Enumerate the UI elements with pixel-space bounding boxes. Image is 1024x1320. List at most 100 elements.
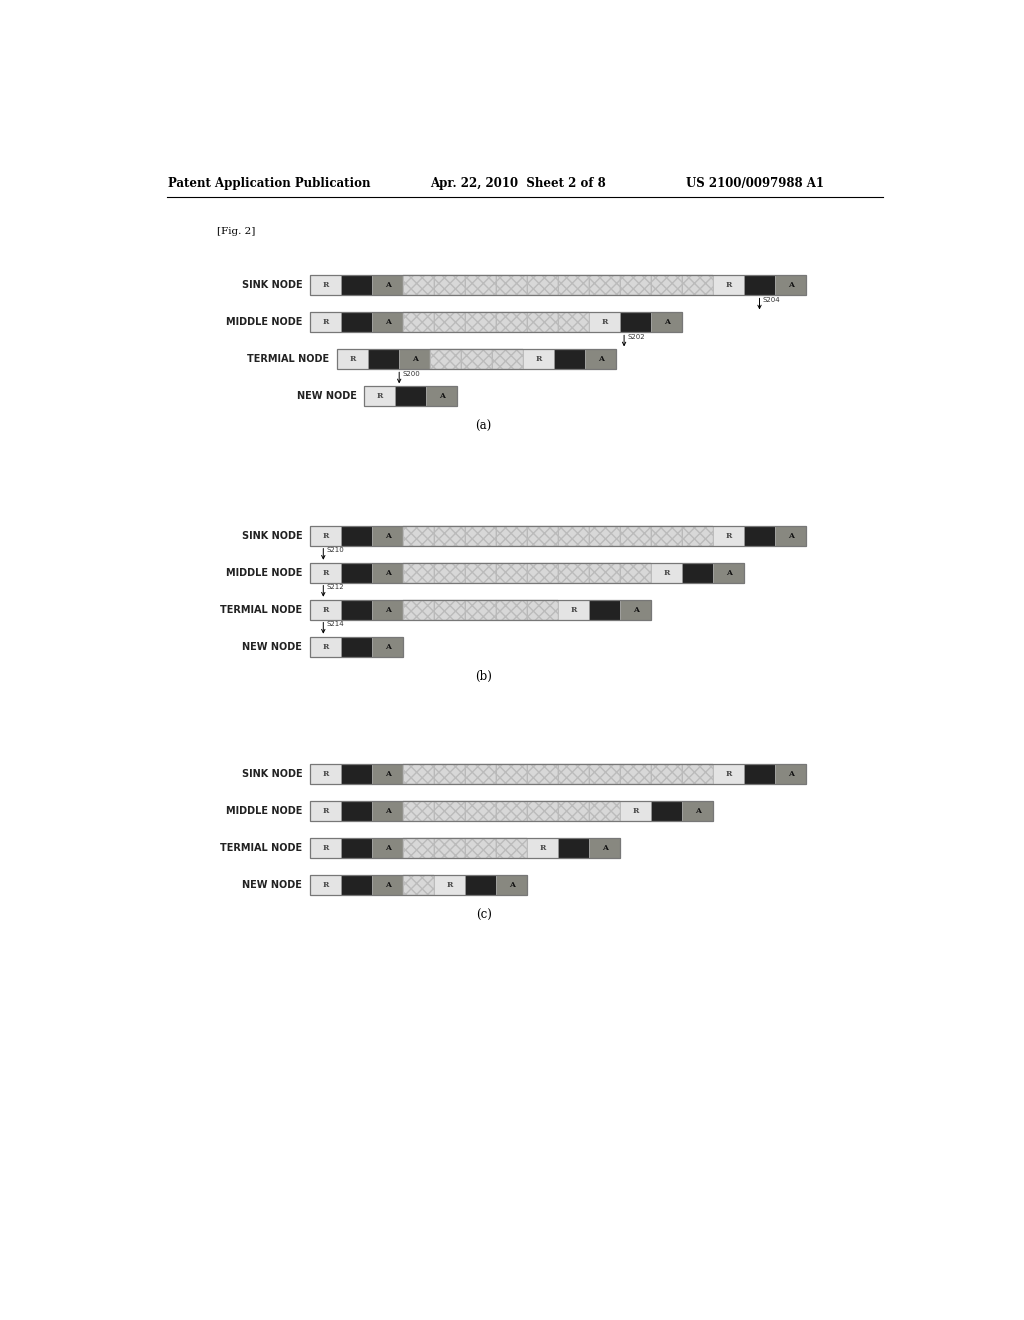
- Bar: [434, 875, 465, 895]
- Bar: [744, 764, 775, 784]
- Bar: [527, 562, 558, 582]
- Text: A: A: [598, 355, 604, 363]
- Bar: [372, 525, 403, 545]
- Bar: [372, 599, 403, 619]
- Text: TERMIAL NODE: TERMIAL NODE: [220, 605, 302, 615]
- Bar: [341, 562, 372, 582]
- Text: R: R: [323, 808, 329, 816]
- Bar: [337, 350, 369, 370]
- Bar: [558, 599, 589, 619]
- Bar: [586, 350, 616, 370]
- Bar: [496, 764, 527, 784]
- Text: A: A: [385, 643, 390, 651]
- Bar: [527, 313, 558, 333]
- Bar: [310, 875, 341, 895]
- Bar: [527, 313, 558, 333]
- Bar: [496, 313, 527, 333]
- Text: R: R: [323, 771, 329, 779]
- Text: R: R: [323, 281, 329, 289]
- Bar: [682, 276, 713, 296]
- Bar: [558, 276, 589, 296]
- Text: MIDDLE NODE: MIDDLE NODE: [226, 317, 302, 327]
- Bar: [713, 525, 744, 545]
- Bar: [558, 525, 589, 545]
- Bar: [465, 276, 496, 296]
- Bar: [527, 801, 558, 821]
- Bar: [621, 764, 651, 784]
- Text: R: R: [323, 882, 329, 890]
- Bar: [682, 525, 713, 545]
- Bar: [496, 875, 527, 895]
- Bar: [372, 838, 403, 858]
- Text: A: A: [385, 606, 390, 614]
- Bar: [434, 599, 465, 619]
- Bar: [310, 838, 621, 858]
- Text: R: R: [323, 569, 329, 577]
- Bar: [434, 764, 465, 784]
- Bar: [372, 276, 403, 296]
- Text: R: R: [540, 845, 546, 853]
- Text: S210: S210: [327, 548, 344, 553]
- Bar: [341, 313, 372, 333]
- Bar: [496, 801, 527, 821]
- Text: A: A: [385, 771, 390, 779]
- Bar: [621, 599, 651, 619]
- Bar: [589, 764, 621, 784]
- Text: A: A: [439, 392, 444, 400]
- Bar: [589, 801, 621, 821]
- Text: R: R: [725, 771, 732, 779]
- Text: R: R: [633, 808, 639, 816]
- Text: (a): (a): [475, 420, 492, 433]
- Bar: [496, 276, 527, 296]
- Bar: [651, 525, 682, 545]
- Bar: [310, 525, 806, 545]
- Bar: [465, 838, 496, 858]
- Bar: [493, 350, 523, 370]
- Bar: [465, 764, 496, 784]
- Text: R: R: [377, 392, 383, 400]
- Bar: [403, 875, 434, 895]
- Text: A: A: [694, 808, 700, 816]
- Bar: [310, 562, 744, 582]
- Bar: [589, 276, 621, 296]
- Bar: [369, 350, 399, 370]
- Bar: [589, 525, 621, 545]
- Bar: [426, 387, 458, 407]
- Bar: [465, 838, 496, 858]
- Bar: [434, 276, 465, 296]
- Text: TERMIAL NODE: TERMIAL NODE: [248, 354, 330, 364]
- Bar: [651, 276, 682, 296]
- Bar: [775, 276, 806, 296]
- Text: (b): (b): [475, 671, 493, 684]
- Bar: [589, 838, 621, 858]
- Bar: [621, 562, 651, 582]
- Bar: [589, 764, 621, 784]
- Bar: [682, 562, 713, 582]
- Bar: [403, 525, 434, 545]
- Bar: [465, 562, 496, 582]
- Bar: [337, 350, 616, 370]
- Text: A: A: [385, 532, 390, 540]
- Bar: [310, 764, 806, 784]
- Bar: [465, 525, 496, 545]
- Bar: [682, 764, 713, 784]
- Bar: [558, 764, 589, 784]
- Text: NEW NODE: NEW NODE: [297, 391, 356, 401]
- Bar: [527, 599, 558, 619]
- Bar: [372, 313, 403, 333]
- Bar: [341, 875, 372, 895]
- Text: A: A: [509, 882, 515, 890]
- Bar: [558, 838, 589, 858]
- Bar: [465, 599, 496, 619]
- Bar: [589, 801, 621, 821]
- Bar: [403, 276, 434, 296]
- Text: R: R: [323, 532, 329, 540]
- Bar: [589, 313, 621, 333]
- Bar: [403, 838, 434, 858]
- Text: A: A: [787, 532, 794, 540]
- Bar: [341, 838, 372, 858]
- Bar: [527, 764, 558, 784]
- Bar: [399, 350, 430, 370]
- Bar: [310, 313, 341, 333]
- Text: A: A: [385, 281, 390, 289]
